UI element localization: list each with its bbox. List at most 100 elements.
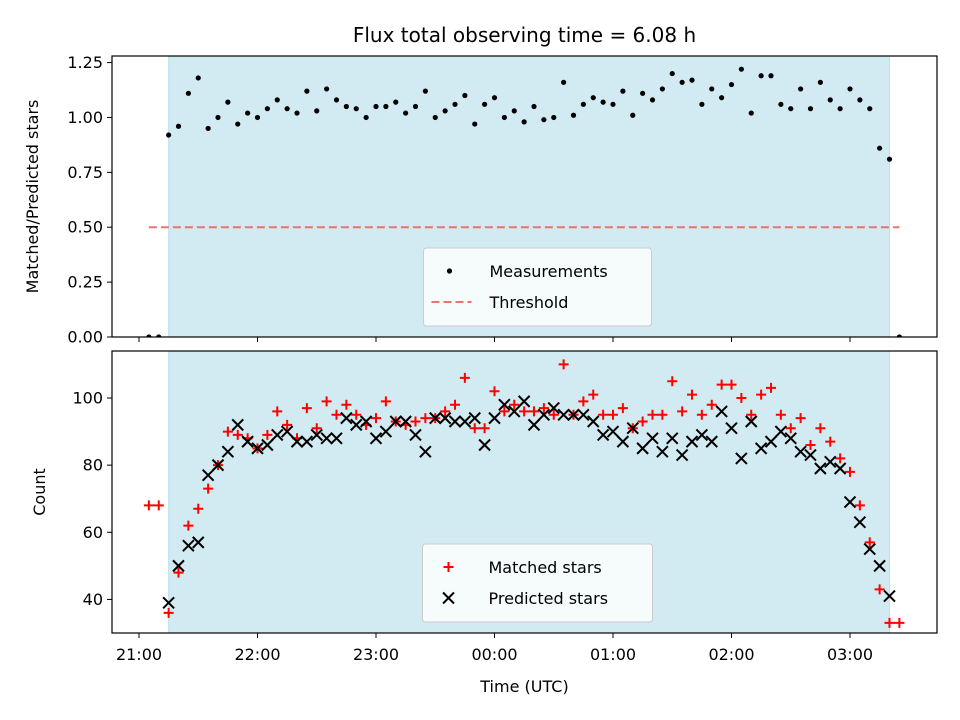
measurement-point [847,86,853,92]
matched-star-point [746,409,757,420]
measurement-point [245,110,251,116]
measurement-point [709,86,715,92]
measurement-point [254,114,261,121]
top-legend: Measurements Threshold [423,247,652,327]
bottom-series-0 [143,359,905,628]
matched-star-point [874,584,885,595]
measurement-point [156,334,162,337]
matched-star-point [835,453,846,464]
top-y-tick-label: 0.75 [67,163,103,182]
matched-star-point [815,423,826,434]
predicted-star-point [399,415,412,428]
predicted-star-point [478,438,491,452]
measurement-point [778,101,784,107]
predicted-star-point [705,435,718,448]
matched-star-point [469,423,480,434]
measurement-point [610,101,616,107]
measurement-point [482,101,488,107]
measurement-point [817,79,823,85]
legend-label: Measurements [490,262,608,281]
predicted-star-point [843,495,857,509]
bottom-axes-frame [111,350,938,634]
bottom-y-axis-label: Count [30,468,49,516]
predicted-star-point [774,425,788,438]
predicted-star-point [824,455,837,468]
measurement-point [373,103,379,110]
matched-star-point [548,409,559,420]
predicted-star-point [221,445,235,458]
top-y-tick-label: 0.25 [67,273,103,292]
predicted-star-point [596,428,610,442]
measurement-point [314,108,320,114]
matched-star-point [321,396,332,407]
predicted-star-point [280,425,294,438]
matched-star-point [845,466,855,477]
predicted-star-point [429,411,442,425]
predicted-star-point [784,432,797,445]
matched-star-point [766,382,776,393]
measurement-point [166,132,172,138]
measurement-point [600,99,606,105]
predicted-star-point [251,442,264,455]
measurement-point [353,106,359,112]
predicted-star-point [715,405,728,418]
measurement-point [472,121,478,127]
bottom-y-tick-label: 40 [83,590,103,609]
measurement-point [649,97,656,103]
measurement-point [807,106,814,112]
measurement-point [264,106,270,112]
predicted-star-point [794,445,807,458]
matched-star-point [637,416,648,427]
measurement-point [748,110,754,116]
matched-star-point [736,393,747,403]
measurement-point [383,103,389,110]
predicted-star-point [172,559,185,573]
measurement-point [896,334,902,337]
matched-star-point [825,436,836,447]
predicted-star-point [231,418,244,432]
predicted-star-point [271,428,284,442]
measurement-point [393,99,399,105]
predicted-star-point [379,425,393,438]
measurement-point [294,110,300,116]
predicted-star-point [192,536,205,549]
top-panel: 0.00 0.25 0.50 0.75 1.00 1.25 Matched/Predicte… [23,23,938,347]
measurement-point [857,97,863,103]
predicted-star-point [567,408,580,421]
matched-star-point [687,389,697,400]
matched-star-point [173,567,184,578]
measurement-point [580,101,586,107]
legend-label: Matched stars [489,558,602,577]
matched-star-point [864,537,875,548]
predicted-star-point [616,435,630,448]
legend-x-marker [442,591,455,605]
predicted-star-point [804,448,817,462]
predicted-star-point [369,432,383,445]
matched-star-point [489,386,500,397]
matched-star-point [805,440,816,450]
matched-star-point [380,396,391,407]
matched-star-point [499,406,510,417]
predicted-star-point [646,432,659,445]
measurement-point [669,70,675,77]
legend-dot-marker [446,268,453,274]
predicted-star-point [873,559,886,573]
measurement-point [363,114,369,121]
matched-star-point [143,500,154,511]
predicted-star-point [201,469,215,482]
measurement-point [798,86,804,92]
matched-star-point [578,396,589,407]
predicted-star-point [735,452,748,465]
matched-star-point [371,413,381,424]
bottom-y-tick-label: 60 [83,523,103,542]
matched-star-point [163,607,174,618]
measurement-point [215,114,221,121]
predicted-star-point [685,435,699,448]
matched-star-point [410,416,421,427]
predicted-star-point [557,408,570,421]
predicted-star-point [359,415,373,428]
matched-star-point [153,500,164,511]
predicted-star-point [814,462,827,475]
matched-star-point [667,376,678,387]
